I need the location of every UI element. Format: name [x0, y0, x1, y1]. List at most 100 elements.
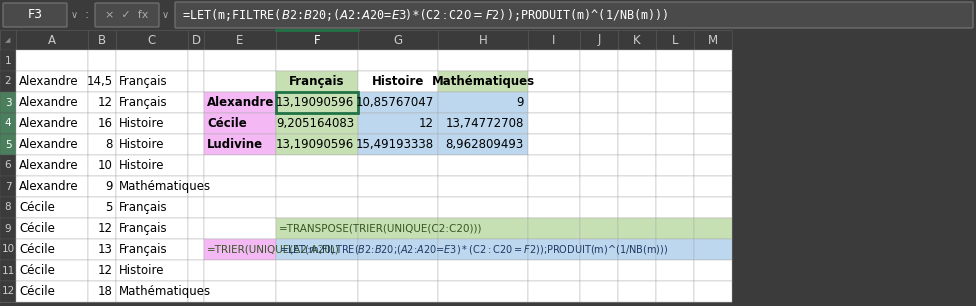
Text: Cécile: Cécile [207, 117, 247, 130]
Text: 7: 7 [5, 181, 12, 192]
Bar [528, 113, 580, 134]
Bar [618, 155, 656, 176]
Bar [694, 155, 732, 176]
Bar [16, 134, 88, 155]
Bar [276, 260, 358, 281]
Bar [694, 281, 732, 302]
Bar [88, 50, 116, 71]
Bar [88, 113, 116, 134]
Bar [358, 134, 438, 155]
Text: 16: 16 [98, 117, 113, 130]
Bar [204, 30, 276, 50]
Text: I: I [552, 33, 555, 47]
Bar [358, 218, 438, 239]
Bar [438, 218, 528, 239]
Text: 3: 3 [5, 98, 12, 107]
Text: 2: 2 [5, 76, 12, 87]
Bar [0, 281, 16, 302]
Text: Mathématiques: Mathématiques [119, 285, 211, 298]
Bar [438, 197, 528, 218]
Bar [188, 134, 204, 155]
Bar [0, 50, 16, 71]
Bar [694, 30, 732, 50]
Bar [188, 239, 204, 260]
Text: 8,962809493: 8,962809493 [446, 138, 524, 151]
Bar [88, 197, 116, 218]
Text: 8: 8 [5, 203, 12, 212]
Text: M: M [708, 33, 718, 47]
Text: =LET(m;FILTRE($B$2:$B$20;($A$2:$A$20=$E3)*($C$2:$C$20=F$2));PRODUIT(m)^(1/NB(m)): =LET(m;FILTRE($B$2:$B$20;($A$2:$A$20=$E3… [182, 7, 669, 23]
Bar [694, 50, 732, 71]
Bar [16, 197, 88, 218]
Bar [204, 239, 276, 260]
Text: Histoire: Histoire [119, 138, 165, 151]
Bar [618, 113, 656, 134]
Text: 15,49193338: 15,49193338 [356, 138, 434, 151]
Bar [116, 155, 188, 176]
Bar [618, 30, 656, 50]
Bar [438, 176, 528, 197]
Bar [16, 155, 88, 176]
Bar [528, 218, 580, 239]
Bar [0, 134, 16, 155]
Bar [16, 113, 88, 134]
Bar [618, 50, 656, 71]
Bar [656, 30, 694, 50]
Bar [16, 176, 88, 197]
Bar [276, 71, 358, 92]
Bar [580, 71, 618, 92]
Bar [116, 134, 188, 155]
Text: Alexandre: Alexandre [19, 96, 79, 109]
Text: D: D [191, 33, 200, 47]
Bar [276, 134, 358, 155]
Bar [618, 239, 656, 260]
Bar [0, 197, 16, 218]
Bar [694, 71, 732, 92]
Text: 4: 4 [5, 118, 12, 129]
Text: B: B [98, 33, 106, 47]
Bar [116, 92, 188, 113]
Bar [580, 176, 618, 197]
Bar [0, 113, 16, 134]
Text: 9: 9 [105, 180, 113, 193]
Bar [580, 239, 618, 260]
Bar [528, 92, 580, 113]
Bar [204, 281, 276, 302]
Text: 10: 10 [1, 244, 15, 255]
Bar [188, 155, 204, 176]
Bar [204, 260, 276, 281]
Bar [276, 155, 358, 176]
Text: Français: Français [119, 243, 168, 256]
Text: 14,5: 14,5 [87, 75, 113, 88]
Bar [204, 113, 276, 134]
Bar [438, 71, 528, 92]
Bar [188, 218, 204, 239]
Bar [528, 197, 580, 218]
Bar [0, 218, 16, 239]
Bar [438, 113, 528, 134]
Bar [580, 155, 618, 176]
Bar [16, 218, 88, 239]
Text: 11: 11 [1, 266, 15, 275]
Bar [16, 260, 88, 281]
Text: 12: 12 [419, 117, 434, 130]
Text: Français: Français [119, 201, 168, 214]
Bar [188, 50, 204, 71]
Bar [694, 134, 732, 155]
Bar [188, 71, 204, 92]
Bar [88, 260, 116, 281]
Text: 18: 18 [99, 285, 113, 298]
Bar [204, 155, 276, 176]
Text: Cécile: Cécile [19, 285, 55, 298]
Bar [580, 113, 618, 134]
Text: 12: 12 [1, 286, 15, 297]
Bar [0, 176, 16, 197]
Bar [528, 239, 580, 260]
Bar [16, 239, 88, 260]
Bar [188, 92, 204, 113]
Bar [580, 134, 618, 155]
Text: :: : [84, 9, 88, 21]
FancyBboxPatch shape [3, 3, 67, 27]
Text: Alexandre: Alexandre [19, 117, 79, 130]
Text: 10,85767047: 10,85767047 [355, 96, 434, 109]
